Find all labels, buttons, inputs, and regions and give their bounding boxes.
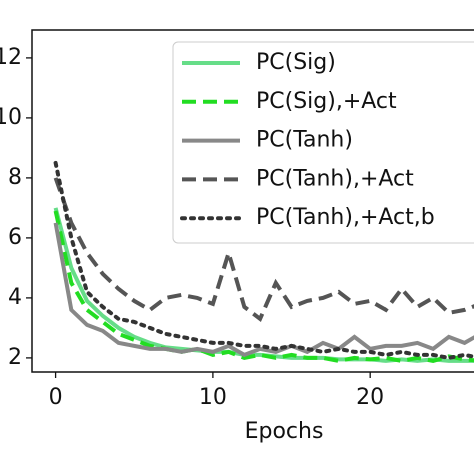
legend: PC(Sig) PC(Sig),+Act PC(Tanh) PC(Tanh),+Act… [172,41,474,244]
y-tick-label: 2 [8,345,22,370]
y-tick-label: 4 [8,285,22,310]
legend-label: PC(Tanh),+Act [256,166,414,191]
x-tick-label: 10 [199,385,227,410]
axes-frame [31,29,474,373]
y-tick-label: 10 [0,105,22,130]
series-line [53,222,474,358]
x-axis-label: Epochs [245,419,324,444]
legend-label: PC(Tanh),+Act,b [256,205,435,230]
series-line [53,160,474,360]
legend-box [172,41,474,244]
legend-label: PC(Sig) [256,50,336,75]
series-line [53,177,474,323]
x-tick-label: 0 [49,385,63,410]
y-tick-label: 6 [8,225,22,250]
x-tick-label: 20 [356,385,384,410]
legend-label: PC(Tanh) [256,128,353,153]
y-tick-label: 8 [8,165,22,190]
series-line [53,210,474,363]
y-tick-label: 12 [0,45,22,70]
legend-label: PC(Sig),+Act [256,89,397,114]
